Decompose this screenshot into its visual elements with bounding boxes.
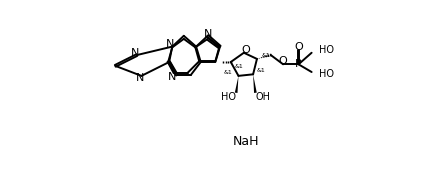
Text: OH: OH [255, 92, 271, 102]
Text: HO: HO [319, 45, 334, 55]
Text: &1: &1 [257, 68, 266, 73]
Text: &1: &1 [223, 70, 233, 74]
Text: &1: &1 [262, 53, 270, 58]
Text: O: O [241, 45, 250, 55]
Text: O: O [279, 56, 288, 66]
Text: HO: HO [221, 92, 236, 102]
Text: NaH: NaH [233, 135, 259, 148]
Text: N: N [131, 48, 139, 58]
Text: &1: &1 [235, 64, 243, 69]
Text: N: N [168, 72, 176, 82]
Text: N: N [136, 73, 144, 83]
Text: HO: HO [319, 69, 334, 79]
Polygon shape [253, 74, 257, 93]
Text: N: N [166, 38, 174, 48]
Polygon shape [235, 76, 239, 93]
Text: P: P [295, 59, 302, 69]
Text: N: N [204, 29, 213, 38]
Text: O: O [294, 42, 303, 52]
